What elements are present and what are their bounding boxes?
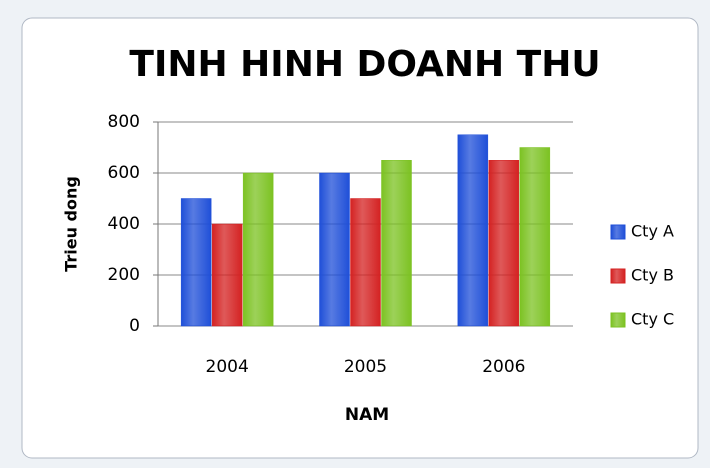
legend-label: Cty C	[631, 310, 674, 329]
chart-title: TINH HINH DOANH THU	[129, 44, 600, 85]
x-tick-label: 2004	[206, 357, 249, 377]
x-tick-label: 2006	[482, 357, 525, 377]
y-tick-label: 600	[108, 163, 140, 183]
bar	[519, 147, 551, 327]
bar	[381, 160, 412, 327]
bar	[211, 223, 243, 327]
bar	[242, 172, 274, 327]
y-tick-label: 200	[108, 265, 140, 285]
bar	[180, 198, 212, 327]
y-tick-label: 400	[108, 214, 140, 234]
legend-label: Cty B	[631, 266, 674, 285]
legend-label: Cty A	[631, 222, 674, 241]
y-axis-label: Trieu dong	[62, 176, 81, 272]
legend-swatch	[610, 312, 626, 328]
bar	[319, 172, 350, 327]
bar	[488, 160, 520, 327]
legend-swatch	[610, 268, 626, 284]
bar	[350, 198, 381, 327]
y-tick-label: 800	[108, 112, 140, 132]
x-axis-label: NAM	[345, 405, 389, 425]
bar	[457, 134, 489, 327]
y-tick-label: 0	[129, 316, 140, 336]
legend-swatch	[610, 224, 626, 240]
x-tick-label: 2005	[344, 357, 387, 377]
